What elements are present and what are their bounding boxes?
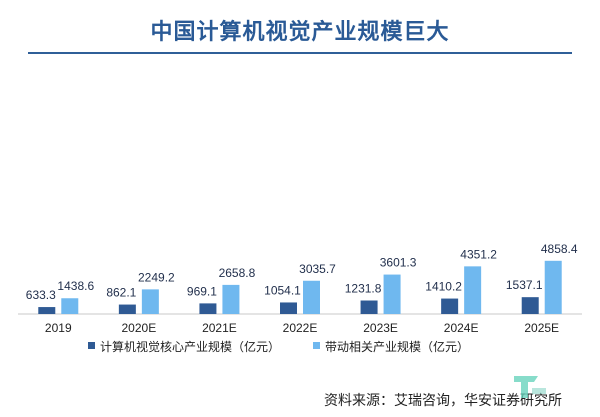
source-note: 资料来源：艾瑞咨询，华安证券研究所: [324, 393, 562, 409]
data-label-core-2023E: 1231.8: [345, 282, 382, 296]
x-tick-label-2023E: 2023E: [363, 321, 398, 335]
data-label-core-2021E: 969.1: [187, 284, 217, 298]
legend-label-related: 带动相关产业规模（亿元）: [325, 339, 469, 354]
x-tick-label-2024E: 2024E: [444, 321, 479, 335]
data-label-related-2022E: 3035.7: [299, 262, 336, 276]
data-label-related-2024E: 4351.2: [460, 247, 497, 261]
data-label-related-2020E: 2249.2: [138, 270, 175, 284]
data-label-core-2025E: 1537.1: [506, 278, 543, 292]
chart-title: 中国计算机视觉产业规模巨大: [150, 20, 450, 45]
x-tick-label-2021E: 2021E: [202, 321, 237, 335]
watermark-logo-icon: [514, 376, 546, 398]
legend-swatch-core: [88, 342, 95, 349]
data-label-related-2019: 1438.6: [57, 279, 94, 293]
bar-related-2023E: [383, 274, 401, 314]
bar-related-2019: [61, 298, 79, 314]
title-underline: [28, 52, 572, 54]
legend-label-core: 计算机视觉核心产业规模（亿元）: [100, 339, 280, 354]
bar-related-2022E: [303, 280, 320, 314]
data-label-core-2019: 633.3: [26, 288, 56, 302]
bar-core-2025E: [521, 297, 539, 314]
bar-related-2024E: [464, 266, 482, 314]
x-tick-label-2020E: 2020E: [122, 321, 157, 335]
data-label-core-2024E: 1410.2: [425, 280, 462, 294]
data-label-core-2022E: 1054.1: [264, 283, 301, 297]
bar-related-2025E: [544, 260, 562, 314]
bar-related-2021E: [222, 284, 240, 314]
bar-core-2022E: [280, 302, 297, 314]
x-tick-label-2019: 2019: [45, 321, 72, 335]
x-tick-label-2022E: 2022E: [283, 321, 318, 335]
legend-swatch-related: [313, 342, 320, 349]
bar-core-2019: [38, 307, 56, 314]
bar-core-2023E: [360, 300, 378, 314]
bar-core-2021E: [199, 303, 217, 314]
x-tick-label-2025E: 2025E: [524, 321, 559, 335]
data-label-related-2021E: 2658.8: [219, 266, 256, 280]
data-label-related-2025E: 4858.4: [541, 242, 578, 256]
data-label-core-2020E: 862.1: [106, 286, 136, 300]
bar-core-2024E: [441, 298, 459, 314]
data-label-related-2023E: 3601.3: [380, 256, 417, 270]
bar-core-2020E: [118, 304, 136, 314]
bar-related-2020E: [141, 289, 159, 314]
